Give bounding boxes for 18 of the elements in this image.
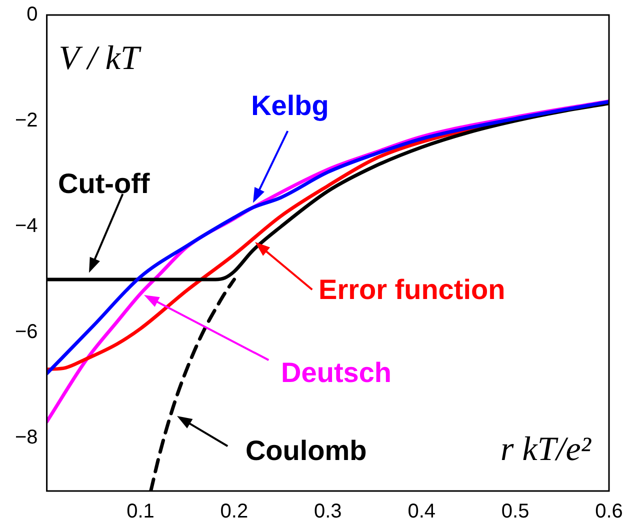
x-tick-label: 0.2: [220, 500, 248, 523]
y-axis-title: V / kT: [58, 40, 142, 77]
annotation: Cut-off: [58, 168, 150, 200]
y-tick-label: 0: [26, 4, 38, 26]
annotation: Coulomb: [245, 435, 367, 466]
x-axis-title: r kT/e²: [500, 430, 592, 468]
annotation: Error function: [318, 274, 506, 306]
x-tick-label: 0.4: [408, 500, 436, 523]
y-tick-label: −8: [14, 426, 38, 449]
y-tick-label: −6: [14, 320, 38, 343]
annotation: Kelbg: [251, 90, 329, 122]
x-tick-label: 0.5: [501, 500, 530, 523]
y-tick-label: −2: [14, 109, 38, 132]
annotation: Deutsch: [281, 356, 392, 388]
x-tick-label: 0.6: [595, 500, 623, 523]
y-tick-label: −4: [14, 215, 38, 238]
x-tick-label: 0.1: [126, 500, 154, 523]
x-tick-label: 0.3: [314, 500, 342, 523]
